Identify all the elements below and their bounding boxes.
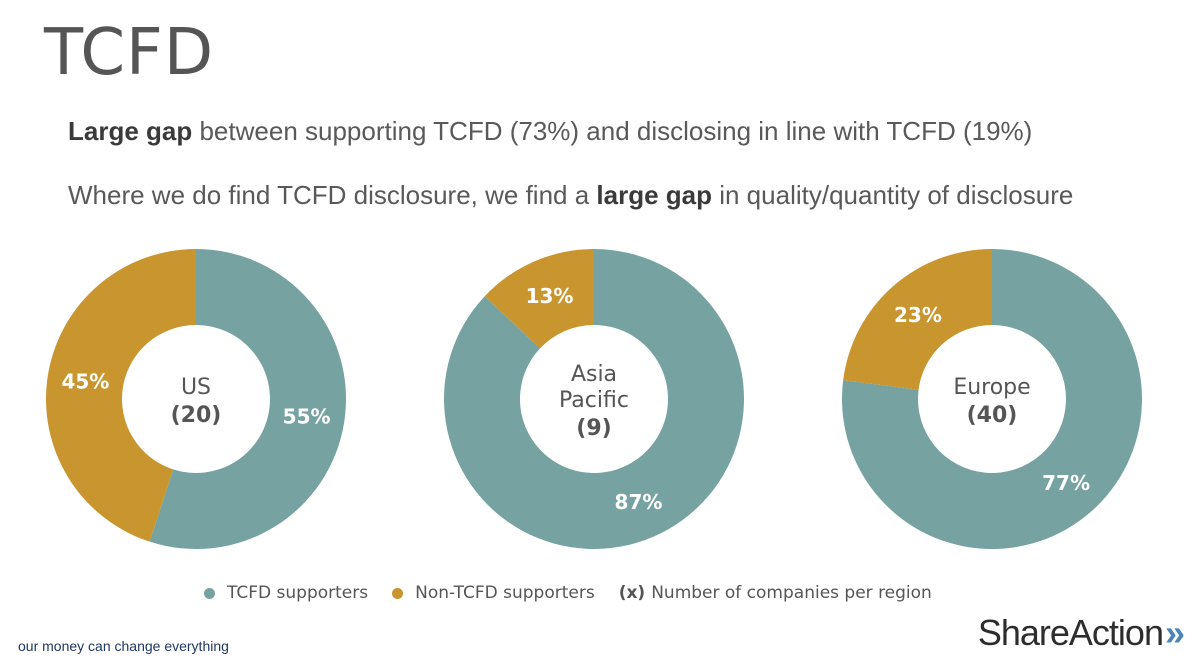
slice-label-europe-tcfd-supporters: 77%	[1042, 471, 1090, 495]
slice-label-europe-non-tcfd-supporters: 23%	[894, 303, 942, 327]
slice-label-asia-pacific-tcfd-supporters: 87%	[615, 490, 663, 514]
subtitle-2-bold: large gap	[596, 180, 712, 210]
donut-slice-asia-pacific-tcfd-supporters	[443, 249, 744, 549]
legend-item-non-supporters: Non-TCFD supporters	[392, 583, 595, 603]
center-label-europe: Europe	[953, 375, 1030, 400]
legend-item-count: (x) Number of companies per region	[619, 583, 932, 603]
center-label-asia-pacific: Asia	[571, 362, 617, 387]
slice-label-us-tcfd-supporters: 55%	[283, 405, 331, 429]
legend-count-key: (x)	[618, 583, 646, 603]
subtitle-line-2: Where we do find TCFD disclosure, we fin…	[68, 180, 1073, 211]
donut-slice-europe-tcfd-supporters	[842, 249, 1143, 549]
legend-label-non-supporters: Non-TCFD supporters	[415, 583, 595, 603]
donut-slice-us-tcfd-supporters	[149, 249, 346, 549]
subtitle-2-post: in quality/quantity of disclosure	[712, 180, 1074, 210]
legend-swatch-non-supporters	[392, 587, 404, 599]
brand-name: ShareAction	[977, 612, 1164, 653]
center-label-us: US	[181, 375, 211, 400]
center-label-asia-pacific: Pacific	[559, 388, 629, 413]
brand-logo: ShareAction»	[977, 612, 1185, 654]
legend-swatch-supporters	[204, 587, 215, 599]
donut-slice-us-non-tcfd-supporters	[45, 249, 196, 542]
donut-slice-europe-non-tcfd-supporters	[843, 249, 992, 390]
brand-chevron-icon: »	[1164, 612, 1185, 653]
legend-item-supporters: TCFD supporters	[204, 583, 368, 603]
subtitle-1-text: between supporting TCFD (73%) and disclo…	[192, 116, 1033, 146]
legend-count-text: Number of companies per region	[651, 583, 932, 603]
subtitle-1-bold: Large gap	[68, 116, 193, 146]
subtitle-line-1: Large gap between supporting TCFD (73%) …	[68, 116, 1032, 147]
page-title: TCFD	[44, 16, 215, 90]
center-count-europe: (40)	[967, 403, 1018, 428]
footer-tagline: our money can change everything	[18, 638, 229, 654]
center-count-asia-pacific: (9)	[576, 416, 611, 441]
center-count-us: (20)	[171, 403, 222, 428]
subtitle-2-pre: Where we do find TCFD disclosure, we fin…	[68, 180, 597, 210]
legend-label-supporters: TCFD supporters	[227, 583, 369, 603]
slice-label-asia-pacific-non-tcfd-supporters: 13%	[526, 284, 574, 308]
donut-slice-asia-pacific-non-tcfd-supporters	[484, 249, 594, 349]
slice-label-us-non-tcfd-supporters: 45%	[61, 369, 109, 393]
chart-legend: TCFD supporters Non-TCFD supporters (x) …	[204, 583, 956, 603]
